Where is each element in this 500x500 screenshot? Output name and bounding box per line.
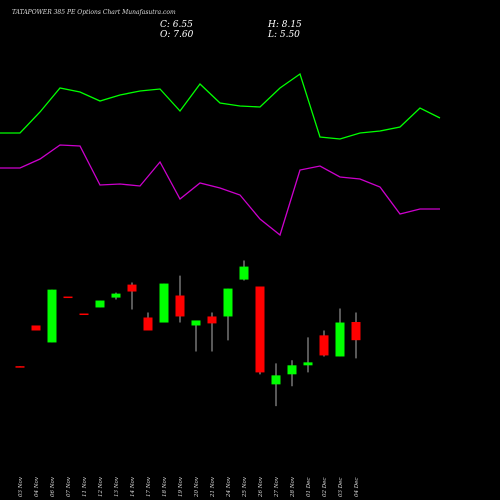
candle-body (351, 322, 361, 341)
candle-body (319, 335, 329, 356)
x-tick-label: 02 Dec (322, 478, 328, 498)
x-tick-label: 18 Nov (162, 476, 168, 497)
indicator-line (0, 72, 441, 140)
x-tick-label: 01 Dec (306, 478, 312, 498)
candle-body (159, 283, 169, 323)
candle-body (63, 296, 73, 299)
x-tick-label: 12 Nov (98, 476, 104, 497)
x-tick-label: 06 Nov (50, 476, 56, 497)
x-tick-label: 13 Nov (114, 476, 120, 497)
x-tick-label: 20 Nov (194, 476, 200, 498)
x-tick-label: 03 Nov (18, 476, 24, 497)
indicator-line (0, 144, 440, 237)
low-label: L: 5.50 (267, 30, 300, 40)
candle-body (239, 266, 249, 280)
close-label: C: 6.55 (160, 20, 193, 30)
x-tick-label: 28 Nov (290, 476, 296, 498)
x-tick-label: 14 Nov (130, 476, 136, 497)
x-tick-label: 04 Nov (34, 476, 40, 497)
chart-title: TATAPOWER 385 PE Options Chart Munafasut… (12, 9, 176, 16)
candle-body (143, 317, 153, 331)
candle-body (303, 362, 313, 366)
candle-body (335, 322, 345, 357)
candle-body (31, 325, 41, 331)
candle-body (175, 295, 185, 317)
x-tick-label: 24 Nov (226, 476, 232, 498)
candle-body (223, 288, 233, 317)
x-tick-label: 19 Nov (178, 476, 184, 497)
candle-body (271, 375, 281, 385)
x-tick-label: 27 Nov (274, 476, 280, 498)
x-tick-label: 11 Nov (82, 476, 88, 497)
candle-body (287, 365, 297, 375)
open-label: O: 7.60 (160, 30, 194, 40)
x-tick-label: 26 Nov (258, 476, 264, 498)
x-tick-label: 07 Nov (66, 476, 72, 497)
high-label: H: 8.15 (267, 20, 302, 30)
candle-body (15, 366, 25, 368)
candle-body (79, 313, 89, 316)
x-tick-label: 03 Dec (338, 478, 344, 498)
x-tick-label: 04 Dec (354, 478, 360, 498)
candle-body (111, 293, 121, 298)
x-tick-label: 25 Nov (242, 476, 248, 498)
x-tick-label: 21 Nov (210, 476, 216, 498)
candle-body (255, 286, 265, 373)
candle-body (47, 289, 57, 343)
candle-body (207, 316, 217, 324)
x-tick-label: 17 Nov (146, 476, 152, 497)
candle-body (191, 320, 201, 326)
candle-body (95, 300, 105, 308)
candle-body (127, 284, 137, 292)
